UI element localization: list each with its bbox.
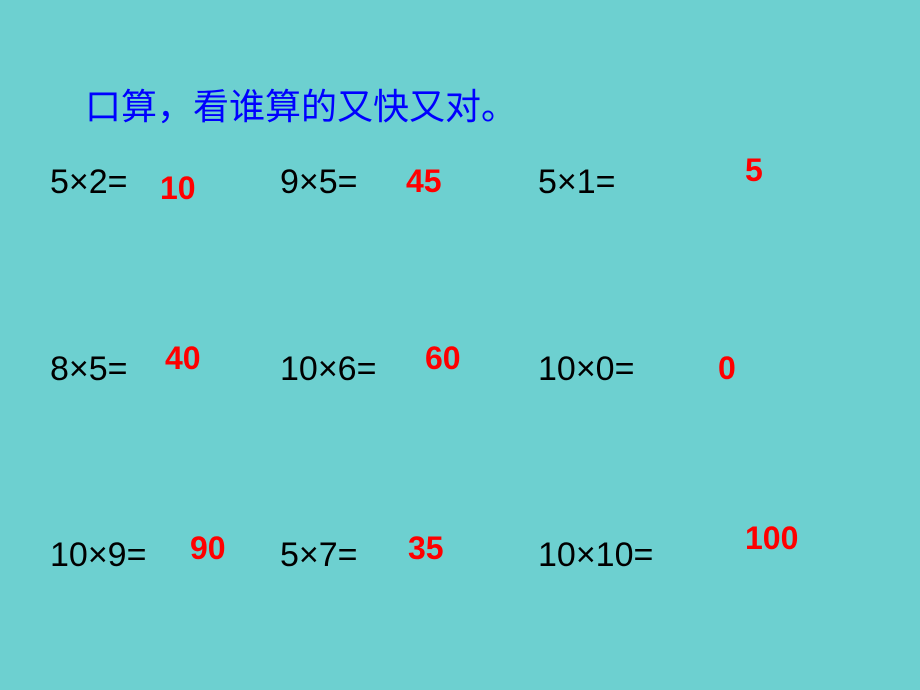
answer-5: 0: [718, 350, 736, 387]
slide-title: 口算，看谁算的又快又对。: [85, 78, 517, 130]
problem-0: 5×2=: [50, 163, 128, 202]
answer-8: 100: [745, 520, 798, 557]
slide-container: 口算，看谁算的又快又对。 5×2= 9×5= 5×1= 8×5= 10×6= 10×0= 1…: [0, 0, 920, 690]
problem-5: 10×0=: [538, 350, 634, 389]
problem-3: 8×5=: [50, 350, 128, 389]
problem-6: 10×9=: [50, 536, 146, 575]
answer-7: 35: [408, 530, 444, 567]
problem-4: 10×6=: [280, 350, 376, 389]
problem-2: 5×1=: [538, 163, 616, 202]
problem-7: 5×7=: [280, 536, 358, 575]
answer-4: 60: [425, 340, 461, 377]
answer-1: 45: [406, 163, 442, 200]
problem-1: 9×5=: [280, 163, 358, 202]
answer-2: 5: [745, 152, 763, 189]
problem-8: 10×10=: [538, 536, 653, 575]
answer-6: 90: [190, 530, 226, 567]
answer-0: 10: [160, 170, 196, 207]
answer-3: 40: [165, 340, 201, 377]
